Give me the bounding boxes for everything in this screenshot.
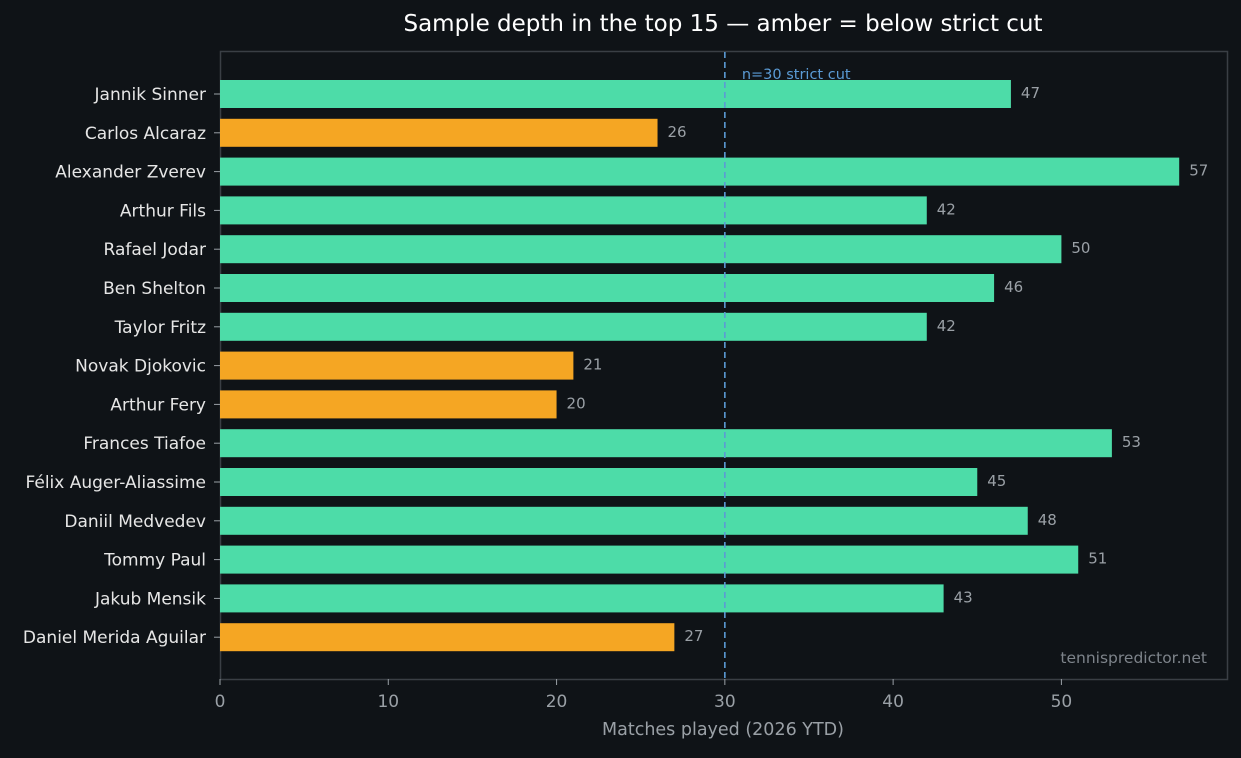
category-label: Tommy Paul [103, 551, 206, 571]
value-label: 50 [1071, 239, 1090, 257]
x-tick-label: 0 [215, 692, 226, 712]
bar-novak-djokovic [220, 351, 574, 380]
bar-arthur-fils [220, 196, 927, 225]
bar-daniil-medvedev [220, 506, 1028, 535]
x-tick-label: 40 [882, 692, 904, 712]
bar-tommy-paul [220, 545, 1079, 574]
watermark: tennispredictor.net [1060, 649, 1207, 667]
value-label: 57 [1189, 162, 1208, 180]
value-label: 26 [668, 123, 687, 141]
category-label: Frances Tiafoe [83, 434, 206, 454]
value-label: 21 [583, 356, 602, 374]
x-axis: 0 10 20 30 40 50 [215, 679, 1073, 712]
category-label: Jakub Mensik [94, 589, 206, 609]
category-label: Daniel Merida Aguilar [23, 628, 206, 648]
value-labels: 47 26 57 42 50 46 42 21 20 53 45 48 51 43 27 [567, 84, 1209, 645]
value-label: 47 [1021, 84, 1040, 102]
value-label: 53 [1122, 433, 1141, 451]
bar-rafael-jodar [220, 235, 1062, 264]
value-label: 42 [937, 200, 956, 218]
chart-title: Sample depth in the top 15 — amber = bel… [403, 11, 1042, 37]
category-label: Rafael Jodar [104, 240, 206, 260]
value-label: 27 [684, 627, 703, 645]
bar-jannik-sinner [220, 80, 1011, 108]
bar-felix-auger-aliassime [220, 468, 978, 496]
x-axis-title: Matches played (2026 YTD) [602, 720, 844, 740]
x-tick-label: 10 [377, 692, 399, 712]
bar-ben-shelton [220, 274, 995, 302]
category-label: Carlos Alcaraz [85, 124, 206, 144]
bar-jakub-mensik [220, 584, 944, 613]
category-label: Daniil Medvedev [64, 512, 206, 532]
bar-carlos-alcaraz [220, 118, 658, 147]
value-label: 45 [987, 472, 1006, 490]
strict-cut-label: n=30 strict cut [742, 67, 851, 83]
bar-arthur-fery [220, 390, 557, 419]
category-label: Taylor Fritz [114, 318, 206, 338]
category-label: Arthur Fils [120, 201, 206, 221]
value-label: 51 [1088, 550, 1107, 568]
x-tick-label: 50 [1051, 692, 1073, 712]
value-label: 48 [1038, 511, 1057, 529]
category-label: Félix Auger-Aliassime [26, 473, 206, 493]
x-tick-label: 30 [714, 692, 736, 712]
bar-alexander-zverev [220, 157, 1180, 186]
value-label: 42 [937, 317, 956, 335]
category-label: Ben Shelton [103, 279, 206, 299]
bar-taylor-fritz [220, 312, 927, 341]
bar-frances-tiafoe [220, 429, 1112, 458]
category-label: Alexander Zverev [55, 163, 206, 183]
value-label: 43 [954, 588, 973, 606]
bars-layer [220, 80, 1180, 652]
category-label: Arthur Fery [110, 395, 206, 415]
category-label: Novak Djokovic [75, 357, 206, 377]
category-label: Jannik Sinner [94, 85, 206, 105]
category-labels: Jannik Sinner Carlos Alcaraz Alexander Zve… [23, 85, 220, 648]
value-label: 46 [1004, 278, 1023, 296]
value-label: 20 [567, 394, 586, 412]
bar-daniel-merida-aguilar [220, 623, 675, 652]
x-tick-label: 20 [546, 692, 568, 712]
